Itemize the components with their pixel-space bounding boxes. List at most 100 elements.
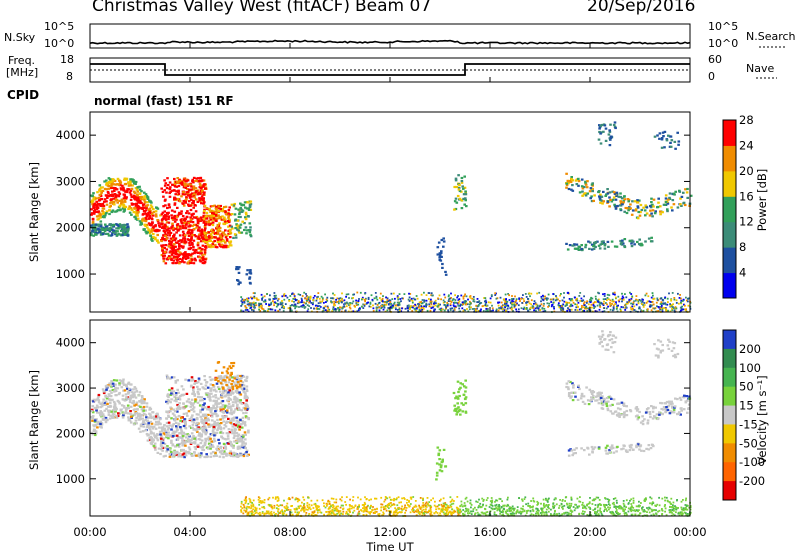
scatter-cell (211, 413, 214, 416)
scatter-cell (91, 222, 95, 225)
scatter-cell (212, 427, 215, 430)
scatter-cell (145, 405, 149, 408)
scatter-cell (608, 144, 612, 147)
scatter-cell (207, 423, 210, 426)
scatter-cell (418, 301, 421, 304)
scatter-cell (407, 307, 410, 310)
scatter-cell (197, 191, 200, 194)
scatter-cell (429, 300, 432, 303)
scatter-cell (172, 256, 176, 259)
scatter-cell (164, 233, 168, 236)
scatter-cell (277, 310, 280, 312)
scatter-cell (186, 179, 190, 182)
scatter-cell (214, 451, 217, 454)
scatter-cell (187, 188, 191, 191)
scatter-cell (212, 395, 215, 398)
scatter-cell (619, 208, 622, 211)
scatter-cell (187, 434, 191, 437)
scatter-cell (193, 193, 197, 196)
scatter-cell (186, 414, 189, 417)
scatter-cell (291, 304, 293, 306)
scatter-cell (631, 240, 634, 243)
scatter-cell (210, 392, 213, 395)
scatter-cell (119, 180, 122, 183)
scatter-cell (182, 232, 186, 236)
scatter-cell (306, 298, 308, 300)
scatter-cell (216, 240, 220, 244)
scatter-cell (170, 417, 173, 420)
scatter-cell (453, 200, 457, 203)
scatter-cell (92, 196, 96, 199)
scatter-cell (244, 392, 247, 395)
scatter-cell (599, 201, 602, 204)
scatter-cell (592, 247, 596, 250)
scatter-cell (212, 437, 216, 440)
scatter-cell (224, 374, 228, 377)
scatter-cell (484, 304, 487, 306)
scatter-cell (211, 241, 215, 244)
scatter-cell (214, 394, 217, 397)
scatter-cell (387, 300, 390, 302)
scatter-cell (160, 440, 163, 443)
scatter-cell (648, 300, 651, 303)
scatter-cell (163, 254, 166, 257)
scatter-cell (367, 298, 370, 300)
scatter-cell (242, 454, 246, 458)
scatter-cell (161, 237, 165, 240)
scatter-cell (168, 455, 172, 458)
scatter-cell (597, 244, 601, 247)
scatter-cell (646, 308, 649, 311)
scatter-cell (246, 298, 249, 301)
scatter-cell (460, 176, 464, 180)
scatter-cell (613, 245, 617, 248)
scatter-cell (392, 292, 395, 295)
scatter-cell (658, 306, 661, 309)
scatter-cell (109, 398, 113, 401)
scatter-cell (170, 441, 173, 444)
scatter-cell (173, 396, 176, 399)
scatter-cell (433, 310, 435, 312)
scatter-cell (120, 234, 123, 237)
scatter-cell (167, 399, 171, 402)
scatter-cell (96, 232, 99, 235)
scatter-cell (362, 303, 365, 306)
scatter-cell (109, 223, 112, 226)
scatter-cell (93, 399, 97, 402)
scatter-cell (209, 437, 212, 440)
scatter-cell (192, 406, 196, 409)
scatter-cell (374, 292, 377, 294)
scatter-cell (191, 234, 194, 237)
scatter-cell (245, 207, 249, 210)
scatter-cell (221, 453, 224, 456)
scatter-cell (219, 375, 223, 378)
scatter-cell (174, 434, 177, 437)
scatter-cell (180, 181, 183, 184)
scatter-cell (100, 422, 104, 425)
scatter-cell (112, 183, 115, 186)
scatter-cell (160, 439, 163, 442)
scatter-cell (169, 450, 173, 453)
scatter-cell (475, 309, 477, 312)
scatter-cell (190, 376, 194, 379)
scatter-cell (112, 200, 115, 203)
scatter-cell (101, 202, 105, 205)
scatter-cell (174, 394, 178, 397)
scatter-cell (599, 301, 602, 304)
scatter-cell (610, 200, 614, 203)
scatter-cell (116, 223, 119, 227)
scatter-cell (675, 302, 678, 304)
scatter-cell (414, 303, 416, 306)
scatter-cell (351, 297, 353, 300)
scatter-cell (221, 210, 225, 213)
scatter-cell (166, 428, 170, 431)
scatter-cell (581, 300, 584, 302)
scatter-cell (204, 429, 208, 432)
scatter-cell (193, 454, 197, 457)
scatter-cell (428, 298, 430, 300)
scatter-cell (213, 239, 216, 243)
scatter-cell (504, 293, 507, 296)
scatter-cell (92, 212, 96, 215)
scatter-cell (512, 310, 514, 312)
scatter-cell (138, 400, 141, 403)
scatter-cell (237, 231, 241, 234)
